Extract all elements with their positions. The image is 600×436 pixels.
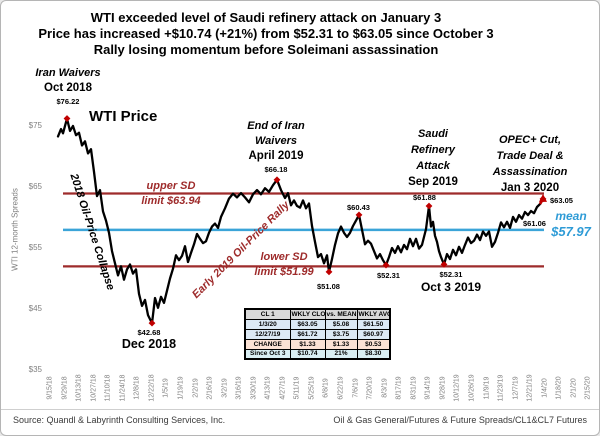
value-label-61-88: $61.88 — [413, 193, 436, 202]
value-label-60-43: $60.43 — [347, 203, 370, 212]
opec-line2: Trade Deal & — [496, 150, 564, 163]
y-tick-label: $55 — [28, 243, 42, 252]
y-tick-label: $65 — [28, 182, 42, 191]
table-cell: $10.74 — [289, 348, 326, 360]
saudi-line3: Attack — [416, 160, 450, 173]
data-point-marker — [539, 195, 547, 203]
table-header-cell: WKLY AVG — [356, 308, 391, 320]
footer-series-name: Oil & Gas General/Futures & Future Sprea… — [333, 415, 587, 425]
data-point-marker — [325, 268, 333, 276]
value-label-51-08: $51.08 — [317, 282, 340, 291]
data-point-marker — [382, 261, 390, 269]
table-header-cell: WKLY CLOSE — [289, 308, 326, 320]
annotation-mean: mean $57.97 — [545, 209, 597, 240]
lower-sd-line2: limit $51.99 — [254, 266, 314, 279]
oct3-date-label: Oct 3 2019 — [420, 280, 482, 295]
table-cell: $61.72 — [289, 328, 326, 340]
mean-line2: $57.97 — [551, 224, 591, 240]
series-label-wti-price: WTI Price — [89, 108, 158, 125]
chart-title-line2: Price has increased +$10.74 (+21%) from … — [38, 26, 494, 41]
annotation-lower-sd: lower SD limit $51.99 — [234, 251, 334, 278]
mean-line1: mean — [555, 209, 587, 223]
chart-title-line1: WTI exceeded level of Saudi refinery att… — [90, 10, 442, 25]
table-cell: $8.30 — [356, 348, 391, 360]
saudi-line4: Sep 2019 — [408, 176, 458, 189]
annotation-upper-sd: upper SD limit $63.94 — [121, 180, 221, 207]
table-cell: $5.08 — [324, 318, 358, 330]
table-row: 12/27/19 $61.72 $3.75 $60.97 — [244, 328, 391, 340]
iran-waivers-line2: Oct 2018 — [44, 82, 92, 95]
value-label-52-31-oct: $52.31 — [439, 270, 463, 279]
annotation-iran-waivers: Iran Waivers Oct 2018 $76.22 — [18, 67, 118, 106]
annotation-dec-low: $42.68 Dec 2018 — [109, 328, 189, 352]
end-iran-line1: End of Iran — [247, 120, 305, 132]
iran-waivers-line1: Iran Waivers — [35, 67, 101, 79]
data-point-marker — [355, 211, 363, 219]
opec-line1: OPEC+ Cut, — [498, 134, 562, 146]
table-header-cell: CL 1 — [244, 308, 291, 320]
table-cell: $60.97 — [356, 328, 391, 340]
table-cell: 21% — [324, 348, 358, 360]
table-row: Since Oct 3 $10.74 21% $8.30 — [244, 348, 391, 360]
table-cell: CHANGE — [244, 338, 291, 350]
table-cell: $1.33 — [324, 338, 358, 350]
table-cell: $61.50 — [356, 318, 391, 330]
table-cell: $1.33 — [289, 338, 326, 350]
footer-divider — [1, 409, 599, 410]
dec-2018-label: Dec 2018 — [121, 337, 177, 352]
opec-line4: Jan 3 2020 — [500, 182, 560, 195]
annotation-oct3: $52.31 Oct 3 2019 — [411, 270, 491, 295]
saudi-line1: Saudi — [418, 128, 448, 140]
value-label-42-68: $42.68 — [137, 328, 161, 337]
wti-price-line — [56, 117, 545, 325]
y-tick-label: $75 — [28, 121, 42, 130]
table-cell: $0.53 — [356, 338, 391, 350]
chart-title-line3: Rally losing momentum before Soleimani a… — [93, 42, 439, 57]
table-cell: 1/3/20 — [244, 318, 291, 330]
y-tick-label: $35 — [28, 365, 42, 374]
data-point-marker — [425, 202, 433, 210]
table-cell: $63.05 — [289, 318, 326, 330]
annotation-opec: OPEC+ Cut, Trade Deal & Assassination Ja… — [475, 134, 585, 195]
value-label-66-18: $66.18 — [264, 164, 288, 174]
footer-source: Source: Quandl & Labyrinth Consulting Se… — [13, 415, 226, 425]
data-point-marker — [148, 319, 156, 327]
data-point-marker — [63, 115, 71, 122]
opec-line3: Assassination — [492, 166, 568, 179]
y-tick-label: $45 — [28, 304, 42, 313]
upper-sd-line2: limit $63.94 — [141, 195, 201, 208]
end-iran-line2: Waivers — [255, 135, 297, 148]
lower-sd-line1: lower SD — [260, 251, 308, 263]
table-row: 1/3/20 $63.05 $5.08 $61.50 — [244, 318, 391, 330]
annotation-end-of-iran-waivers: End of Iran Waivers April 2019 $66.18 — [226, 120, 326, 174]
end-iran-line3: April 2019 — [248, 150, 304, 163]
annotation-saudi-attack: Saudi Refinery Attack Sep 2019 — [383, 128, 483, 189]
data-point-marker — [273, 176, 281, 184]
table-header-cell: vs. MEAN — [324, 308, 358, 320]
saudi-line2: Refinery — [410, 144, 456, 157]
upper-sd-line1: upper SD — [146, 180, 196, 192]
value-label-76-22: $76.22 — [56, 96, 80, 106]
value-label-52-31-aug: $52.31 — [377, 271, 400, 280]
data-point-marker — [440, 261, 448, 268]
value-label-61-06: $61.06 — [523, 219, 546, 228]
table-cell: Since Oct 3 — [244, 348, 291, 360]
chart-title: WTI exceeded level of Saudi refinery att… — [1, 10, 531, 58]
table-cell: 12/27/19 — [244, 328, 291, 340]
table-row: CHANGE $1.33 $1.33 $0.53 — [244, 338, 391, 350]
value-label-63-05: $63.05 — [550, 196, 573, 205]
table-cell: $3.75 — [324, 328, 358, 340]
